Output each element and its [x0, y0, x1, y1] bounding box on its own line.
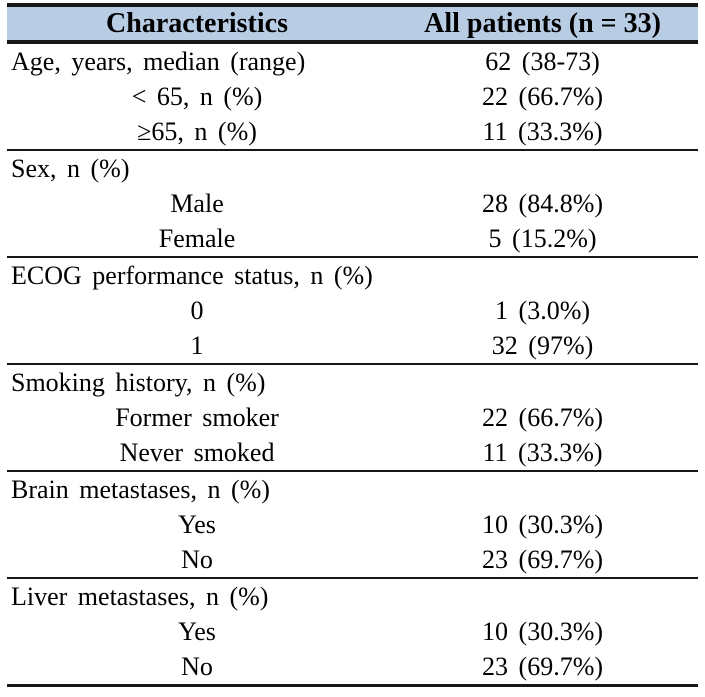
row-label: No — [181, 652, 213, 681]
row-value: 62 (38-73) — [485, 47, 600, 76]
row-label: No — [181, 545, 213, 574]
row-value: 23 (69.7%) — [482, 545, 604, 574]
row-label: Female — [158, 224, 236, 253]
row-value — [387, 470, 698, 507]
table-row-sex: Sex, n (%) — [7, 149, 698, 186]
table-row-age-over65: ≥65, n (%) 11 (33.3%) — [7, 114, 698, 150]
row-value: 28 (84.8%) — [482, 189, 604, 218]
row-value — [387, 577, 698, 614]
row-label: 1 — [190, 331, 204, 360]
row-label: Brain metastases, n (%) — [7, 470, 388, 507]
table-row-sex-male: Male 28 (84.8%) — [7, 186, 698, 221]
row-label: Yes — [178, 510, 216, 539]
row-value — [387, 256, 698, 293]
row-value — [387, 149, 698, 186]
table-row-liver-yes: Yes 10 (30.3%) — [7, 614, 698, 649]
table-row-age: Age, years, median (range) 62 (38-73) — [7, 42, 698, 79]
row-value: 1 (3.0%) — [495, 296, 591, 325]
table-row-brain-no: No 23 (69.7%) — [7, 542, 698, 578]
row-value: 10 (30.3%) — [482, 510, 604, 539]
table-row-sex-female: Female 5 (15.2%) — [7, 221, 698, 257]
table-row-smoking-never: Never smoked 11 (33.3%) — [7, 435, 698, 471]
row-label: Age, years, median (range) — [11, 47, 306, 76]
table-row-age-under65: < 65, n (%) 22 (66.7%) — [7, 79, 698, 114]
row-label: 0 — [190, 296, 204, 325]
table-row-ecog-1: 1 32 (97%) — [7, 328, 698, 364]
row-value: 11 (33.3%) — [482, 117, 603, 146]
row-label: ECOG performance status, n (%) — [7, 256, 388, 293]
row-value — [387, 363, 698, 400]
row-label: Male — [170, 189, 224, 218]
row-value: 22 (66.7%) — [482, 403, 604, 432]
row-label: Never smoked — [119, 438, 275, 467]
row-label: Sex, n (%) — [7, 149, 388, 186]
row-value: 22 (66.7%) — [482, 82, 604, 111]
table-row-brain-metastases: Brain metastases, n (%) — [7, 470, 698, 507]
table-row-smoking: Smoking history, n (%) — [7, 363, 698, 400]
table-row-ecog-0: 0 1 (3.0%) — [7, 293, 698, 328]
row-label: Former smoker — [115, 403, 279, 432]
row-value: 10 (30.3%) — [482, 617, 604, 646]
table-row-liver-metastases: Liver metastases, n (%) — [7, 577, 698, 614]
header-characteristics: Characteristics — [7, 5, 388, 44]
row-label: Liver metastases, n (%) — [7, 577, 388, 614]
row-label: Smoking history, n (%) — [7, 363, 388, 400]
row-value: 32 (97%) — [491, 331, 594, 360]
header-all-patients: All patients (n = 33) — [387, 5, 698, 44]
table-row-smoking-former: Former smoker 22 (66.7%) — [7, 400, 698, 435]
row-label: < 65, n (%) — [131, 82, 263, 111]
table-row-brain-yes: Yes 10 (30.3%) — [7, 507, 698, 542]
row-value: 11 (33.3%) — [482, 438, 603, 467]
table-row-liver-no: No 23 (69.7%) — [7, 649, 698, 686]
table-header-row: Characteristics All patients (n = 33) — [7, 5, 698, 44]
row-value: 5 (15.2%) — [488, 224, 597, 253]
table-row-ecog: ECOG performance status, n (%) — [7, 256, 698, 293]
patient-characteristics-table: Characteristics All patients (n = 33) Ag… — [7, 3, 698, 687]
row-value: 23 (69.7%) — [482, 652, 604, 681]
row-label: Yes — [178, 617, 216, 646]
row-label: ≥65, n (%) — [137, 117, 257, 146]
